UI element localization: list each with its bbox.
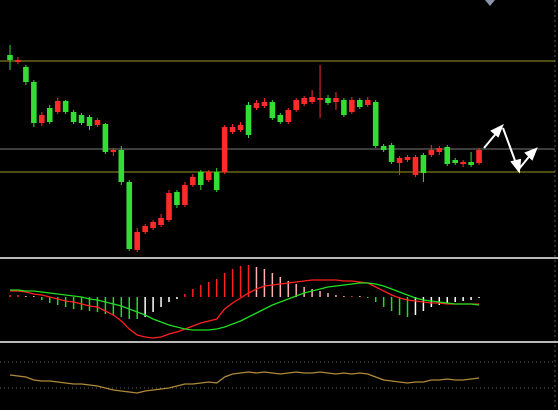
candle-body xyxy=(150,222,156,228)
arrow-head xyxy=(510,158,522,174)
candle-body xyxy=(39,115,45,123)
forecast-arrows xyxy=(483,123,538,174)
candle-body xyxy=(380,146,387,150)
candle-body xyxy=(325,98,331,103)
candle-body xyxy=(126,182,133,249)
candle-body xyxy=(285,110,292,122)
candle-body xyxy=(476,150,482,163)
marker xyxy=(485,0,495,6)
candle-body xyxy=(190,177,196,185)
candle-body xyxy=(341,100,347,115)
candle-body xyxy=(237,125,244,130)
candle-body xyxy=(134,232,140,250)
plot xyxy=(0,45,555,394)
candle-body xyxy=(277,115,284,122)
line xyxy=(10,282,480,331)
candle-body xyxy=(468,162,474,165)
candle-body xyxy=(7,55,13,60)
candle-body xyxy=(142,226,148,232)
candle-body xyxy=(428,150,435,155)
candle-body xyxy=(94,120,101,125)
candle-body xyxy=(70,112,77,122)
candle-body xyxy=(404,157,411,160)
candle-body xyxy=(396,158,403,163)
candle-body xyxy=(15,60,21,62)
candle-body xyxy=(301,98,307,104)
candle-body xyxy=(444,147,451,164)
arrow xyxy=(502,127,518,167)
candle-body xyxy=(166,193,172,220)
candle-body xyxy=(261,102,268,106)
candle-body xyxy=(86,117,93,126)
candle-body xyxy=(78,115,85,123)
candle-body xyxy=(245,105,252,135)
candle-body xyxy=(62,101,69,112)
candle-body xyxy=(46,108,53,122)
candle-body xyxy=(269,102,276,118)
line xyxy=(9,371,480,394)
candle-body xyxy=(253,103,260,108)
candle-body xyxy=(158,218,164,225)
candle-body xyxy=(293,100,299,110)
candle-body xyxy=(372,102,379,146)
candle-body xyxy=(23,67,29,82)
candle-body xyxy=(364,100,371,105)
candle-body xyxy=(102,124,109,152)
candle-body xyxy=(436,148,443,152)
candle-body xyxy=(213,172,220,190)
candle-body xyxy=(460,162,466,164)
candle-body xyxy=(118,150,125,182)
candle-body xyxy=(420,155,427,173)
candle-body xyxy=(205,172,212,180)
candle-body xyxy=(221,127,228,172)
line xyxy=(10,279,480,339)
candle-body xyxy=(31,82,37,123)
candle-body xyxy=(182,185,188,205)
candle-body xyxy=(229,127,236,132)
candle-body xyxy=(452,160,458,163)
candle-body xyxy=(309,97,315,102)
candle-body xyxy=(110,150,117,152)
candle-body xyxy=(198,172,204,185)
candle-body xyxy=(317,98,323,100)
arrow-head xyxy=(490,123,504,138)
candle-body xyxy=(333,98,339,102)
candle-body xyxy=(174,192,180,205)
candle-body xyxy=(412,157,419,175)
arrow-head xyxy=(524,147,538,161)
candle-body xyxy=(388,145,395,162)
candle-body xyxy=(54,101,61,112)
candle-body xyxy=(349,100,355,112)
candle-body xyxy=(357,100,363,107)
